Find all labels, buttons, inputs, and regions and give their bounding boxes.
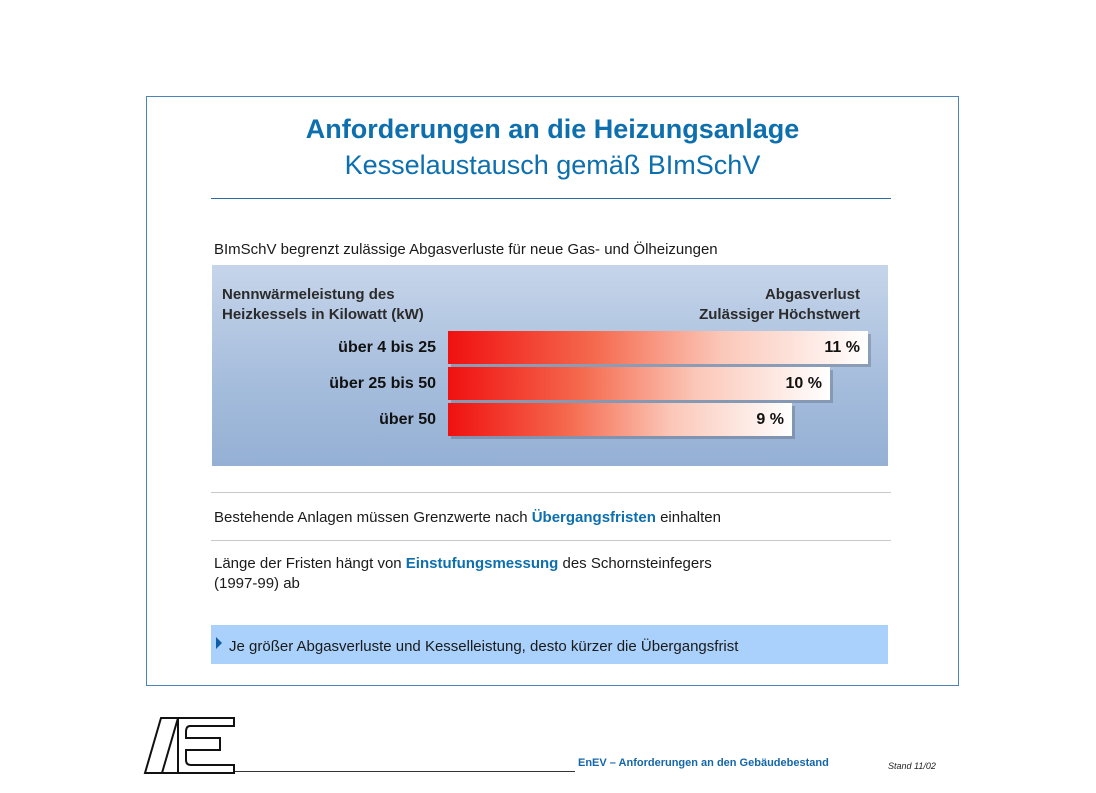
chart-header-left-line2: Heizkessels in Kilowatt (kW) — [222, 306, 424, 323]
divider — [211, 492, 891, 493]
ae-logo-icon — [143, 717, 235, 774]
bar: 9 % — [448, 403, 792, 436]
bar: 10 % — [448, 367, 830, 400]
emission-limit-chart: Nennwärmeleistung des Heizkessels in Kil… — [212, 265, 888, 466]
point-2-line2: (1997-99) ab — [214, 575, 300, 592]
point-2-highlight: Einstufungsmessung — [405, 555, 559, 572]
chart-header-left: Nennwärmeleistung des Heizkessels in Kil… — [222, 285, 424, 325]
conclusion-callout: Je größer Abgasverluste und Kesselleistu… — [211, 625, 888, 664]
point-1-highlight: Übergangsfristen — [531, 509, 656, 526]
footer-date: Stand 11/02 — [888, 761, 936, 771]
point-2-after: des Schornsteinfegers — [558, 555, 712, 572]
callout-text: Je größer Abgasverluste und Kesselleistu… — [229, 638, 739, 655]
slide-title: Anforderungen an die Heizungsanlage — [305, 114, 800, 144]
bar-value-label: 10 % — [785, 375, 822, 392]
bar-value-label: 11 % — [824, 339, 860, 356]
point-2-before: Länge der Fristen hängt von — [214, 555, 406, 572]
bar-label: über 4 bis 25 — [338, 339, 436, 356]
chart-header-right-line2: Zulässiger Höchstwert — [699, 306, 860, 323]
point-1-after: einhalten — [655, 509, 721, 526]
triangle-right-icon — [216, 637, 222, 649]
footer-title: EnEV – Anforderungen an den Gebäudebesta… — [578, 757, 829, 769]
bar-value-label: 9 % — [756, 411, 784, 428]
intro-text: BImSchV begrenzt zulässige Abgasverluste… — [214, 241, 718, 258]
chart-header-right-line1: Abgasverlust — [764, 286, 860, 303]
bar: 11 % — [448, 331, 868, 364]
title-divider — [211, 198, 891, 199]
point-1-before: Bestehende Anlagen müssen Grenzwerte nac… — [214, 509, 532, 526]
chart-header-left-line1: Nennwärmeleistung des — [222, 286, 395, 303]
point-2: Länge der Fristen hängt von Einstufungsm… — [214, 554, 712, 594]
bar-fill — [448, 403, 792, 436]
bar-fill — [448, 367, 830, 400]
bar-label: über 25 bis 50 — [329, 375, 436, 392]
divider — [211, 540, 891, 541]
bar-fill — [448, 331, 868, 364]
slide-frame — [146, 96, 959, 686]
footer-rule — [235, 771, 575, 772]
chart-header-right: Abgasverlust Zulässiger Höchstwert — [699, 285, 860, 325]
slide-subtitle: Kesselaustausch gemäß BImSchV — [344, 150, 761, 180]
point-1: Bestehende Anlagen müssen Grenzwerte nac… — [214, 508, 721, 528]
bar-label: über 50 — [379, 411, 436, 428]
